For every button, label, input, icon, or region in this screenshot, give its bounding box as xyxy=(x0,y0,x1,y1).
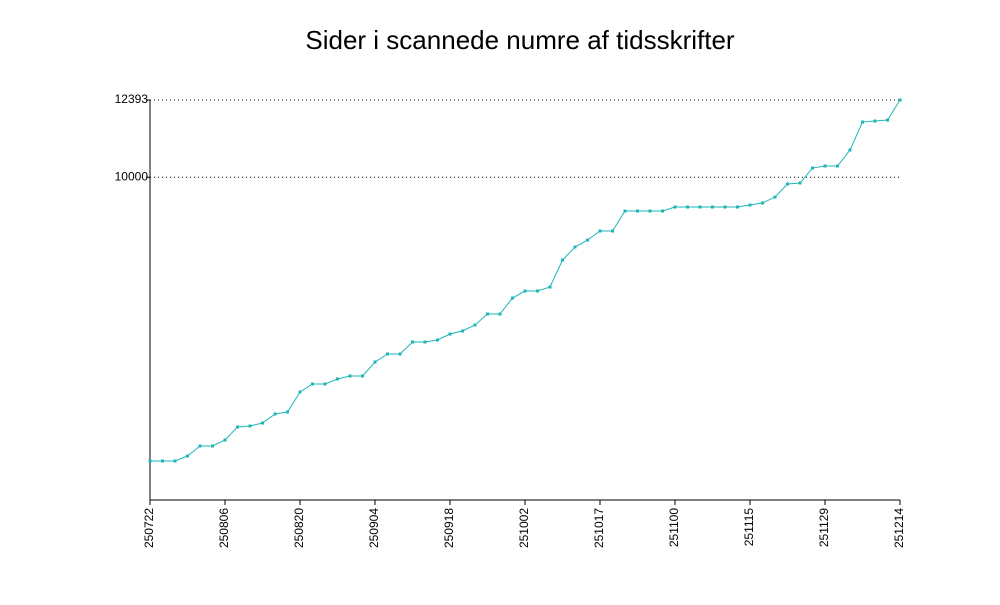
x-tick-label: 250820 xyxy=(292,508,306,548)
point xyxy=(236,425,239,429)
point xyxy=(748,203,752,207)
point xyxy=(611,229,614,233)
x-tick-label: 250918 xyxy=(442,508,456,548)
point xyxy=(373,360,377,364)
x-tick-label: 251002 xyxy=(517,508,531,548)
point xyxy=(261,421,264,425)
point xyxy=(586,238,589,242)
point xyxy=(873,119,877,123)
point xyxy=(698,205,702,209)
point xyxy=(411,340,414,344)
point xyxy=(173,459,177,463)
point xyxy=(561,258,564,262)
point xyxy=(223,438,227,442)
point xyxy=(423,340,427,344)
point xyxy=(386,352,389,356)
point xyxy=(886,118,889,122)
point xyxy=(398,352,402,356)
point xyxy=(861,120,864,124)
point xyxy=(536,289,539,293)
point xyxy=(661,209,664,213)
point xyxy=(461,329,464,333)
point xyxy=(723,205,727,209)
point xyxy=(736,205,739,209)
point xyxy=(648,209,652,213)
x-tick-label: 251017 xyxy=(592,508,606,548)
point xyxy=(448,332,452,336)
x-tick-label: 251129 xyxy=(817,508,831,547)
point xyxy=(786,182,789,186)
x-tick-label: 251214 xyxy=(892,508,906,548)
point xyxy=(248,424,252,428)
point xyxy=(298,390,302,394)
point xyxy=(348,374,352,378)
point xyxy=(286,410,289,414)
point xyxy=(211,444,214,448)
point xyxy=(898,98,902,102)
point xyxy=(511,296,514,300)
point xyxy=(711,205,714,209)
point xyxy=(186,454,189,458)
point xyxy=(361,374,364,378)
point xyxy=(311,382,314,386)
point xyxy=(598,229,602,233)
x-tick-label: 251100 xyxy=(667,508,681,547)
point xyxy=(161,459,164,463)
point xyxy=(761,201,764,205)
point xyxy=(836,164,839,168)
point xyxy=(548,285,552,289)
point xyxy=(811,166,814,170)
line xyxy=(150,99,901,462)
point xyxy=(798,181,802,185)
x-tick-label: 250722 xyxy=(142,508,156,548)
point xyxy=(148,459,152,463)
point xyxy=(623,209,627,213)
y-tick-label: 10000 xyxy=(115,169,149,183)
point xyxy=(273,412,277,416)
point xyxy=(198,444,202,448)
point xyxy=(336,377,339,381)
point xyxy=(673,205,677,209)
point xyxy=(573,245,577,249)
point xyxy=(323,382,327,386)
point xyxy=(486,312,489,316)
point xyxy=(686,205,689,209)
x-tick-label: 250904 xyxy=(367,508,381,548)
point xyxy=(523,289,527,293)
point xyxy=(773,195,777,199)
point xyxy=(436,338,439,342)
point xyxy=(848,148,852,152)
point xyxy=(498,312,502,316)
point xyxy=(823,164,827,168)
x-tick-label: 251115 xyxy=(742,508,756,547)
y-tick-label: 12393 xyxy=(115,92,149,106)
chart-title: Sider i scannede numre af tidsskrifter xyxy=(305,25,735,55)
x-tick-label: 250806 xyxy=(217,508,231,548)
point xyxy=(473,323,477,327)
point xyxy=(636,209,639,213)
